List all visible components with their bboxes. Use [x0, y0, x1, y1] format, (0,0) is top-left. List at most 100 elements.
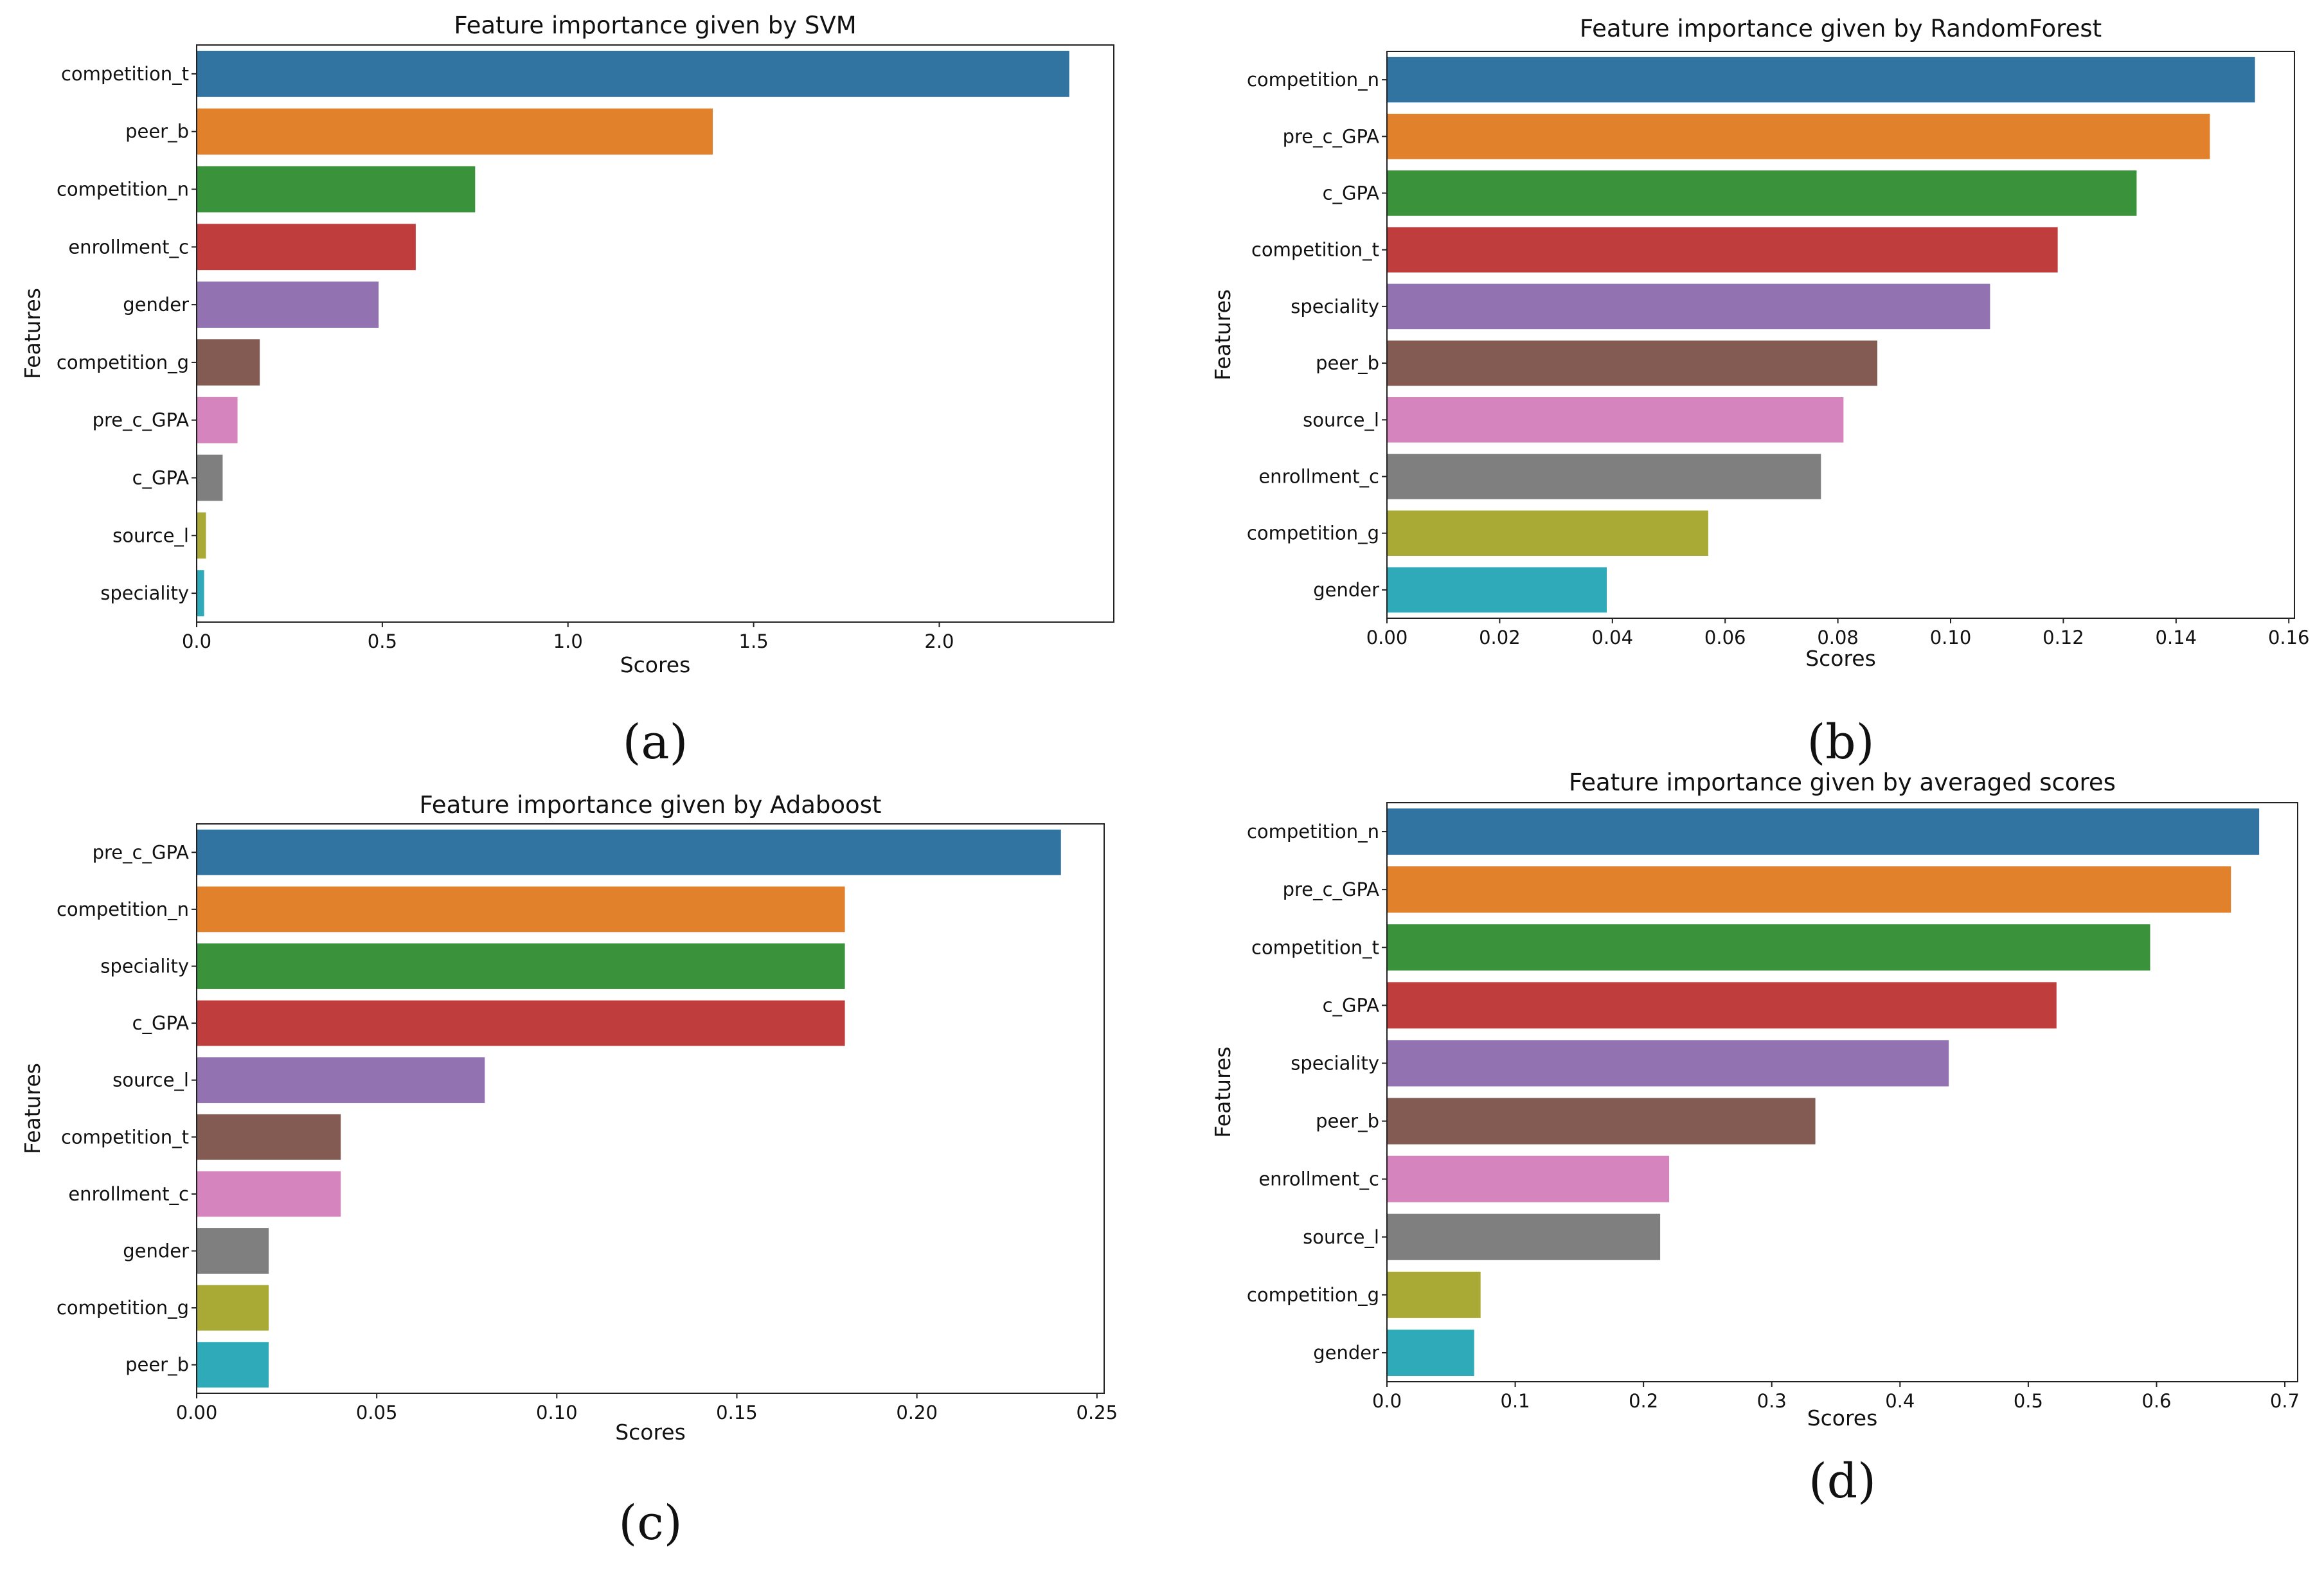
panel-caption: (c) [618, 1495, 682, 1551]
x-axis-label: Scores [1805, 646, 1876, 671]
x-axis-label: Scores [1807, 1405, 1878, 1431]
bar-b-c_GPA [1387, 170, 2137, 216]
bar-d-competition_g [1387, 1271, 1481, 1318]
y-tick-label-competition_n: competition_n [1247, 69, 1379, 91]
y-tick-label-competition_g: competition_g [57, 1297, 189, 1319]
x-tick-label: 0.0 [1372, 1390, 1402, 1412]
y-tick-label-competition_n: competition_n [57, 898, 189, 920]
bar-d-pre_c_GPA [1387, 866, 2231, 913]
y-tick-label-peer_b: peer_b [125, 121, 189, 143]
x-tick-label: 0.12 [2042, 627, 2084, 648]
chart-title: Feature importance given by RandomForest [1580, 15, 2102, 42]
y-tick-label-gender: gender [123, 1240, 189, 1262]
bar-d-enrollment_c [1387, 1155, 1670, 1202]
bar-b-competition_g [1387, 510, 1708, 556]
bar-a-enrollment_c [197, 224, 416, 271]
chart-panel-d: competition_n pre_c_GPA competition_t c_GPA… [1210, 769, 2300, 1509]
x-tick-label: 0.10 [536, 1402, 578, 1423]
plot-frame [1386, 802, 2298, 1382]
bar-b-pre_c_GPA [1387, 114, 2210, 159]
chart-title: Feature importance given by Adaboost [420, 791, 882, 819]
y-axis-label: Features [1210, 289, 1235, 380]
x-tick-label: 0.20 [896, 1402, 938, 1423]
x-tick-label: 0.14 [2156, 627, 2197, 648]
x-tick-label: 1.0 [553, 630, 583, 652]
bar-c-c_GPA [197, 1000, 845, 1046]
x-axis-label: Scores [620, 652, 691, 677]
panel-caption: (a) [623, 715, 688, 770]
y-tick-label-speciality: speciality [1291, 1052, 1379, 1074]
bar-a-c_GPA [197, 454, 223, 501]
chart-title: Feature importance given by averaged sco… [1569, 769, 2116, 796]
x-tick-label: 0.00 [176, 1402, 218, 1423]
y-tick-label-c_GPA: c_GPA [132, 1012, 190, 1034]
y-tick-label-competition_t: competition_t [1251, 936, 1379, 958]
y-tick-label-peer_b: peer_b [125, 1354, 189, 1376]
y-tick-label-c_GPA: c_GPA [1323, 994, 1380, 1016]
x-tick-label: 0.00 [1366, 627, 1408, 648]
y-tick-label-pre_c_GPA: pre_c_GPA [93, 841, 190, 863]
x-tick-label: 0.5 [368, 630, 397, 652]
y-tick-label-source_l: source_l [1303, 409, 1379, 431]
bar-c-competition_n [197, 886, 845, 932]
y-tick-label-speciality: speciality [1291, 296, 1379, 317]
y-tick-label-pre_c_GPA: pre_c_GPA [93, 409, 190, 431]
y-tick-label-enrollment_c: enrollment_c [68, 236, 189, 258]
y-tick-label-gender: gender [1313, 1342, 1379, 1364]
panel-caption: (d) [1809, 1454, 1876, 1509]
y-tick-label-c_GPA: c_GPA [1323, 183, 1380, 204]
y-tick-label-competition_g: competition_g [1247, 522, 1379, 544]
bar-d-c_GPA [1387, 982, 2057, 1029]
y-tick-label-gender: gender [1313, 579, 1379, 601]
x-axis-label: Scores [615, 1420, 686, 1445]
y-tick-label-competition_t: competition_t [61, 63, 189, 85]
bar-c-enrollment_c [197, 1171, 341, 1217]
bar-c-gender [197, 1228, 269, 1274]
x-tick-label: 0.5 [2014, 1390, 2043, 1412]
bar-c-competition_t [197, 1114, 341, 1160]
y-tick-label-pre_c_GPA: pre_c_GPA [1283, 879, 1380, 900]
x-tick-label: 0.10 [1930, 627, 1972, 648]
y-tick-label-competition_n: competition_n [57, 179, 189, 201]
bar-b-enrollment_c [1387, 454, 1821, 499]
x-tick-label: 0.02 [1479, 627, 1521, 648]
chart-title: Feature importance given by SVM [454, 12, 856, 39]
y-tick-label-enrollment_c: enrollment_c [1258, 1168, 1379, 1190]
x-tick-label: 0.1 [1501, 1390, 1530, 1412]
y-tick-label-peer_b: peer_b [1316, 352, 1379, 374]
bar-d-source_l [1387, 1213, 1661, 1260]
y-tick-label-peer_b: peer_b [1316, 1111, 1379, 1132]
y-tick-label-gender: gender [123, 294, 189, 316]
chart-panel-c: pre_c_GPA competition_n speciality c_GPAsou… [20, 791, 1118, 1551]
bar-a-competition_g [197, 339, 260, 386]
y-axis-label: Features [20, 1063, 45, 1154]
bar-b-source_l [1387, 397, 1844, 443]
bar-c-source_l [197, 1057, 485, 1103]
x-tick-label: 0.08 [1817, 627, 1859, 648]
plot-frame [196, 823, 1105, 1394]
y-tick-label-speciality: speciality [100, 582, 189, 604]
bar-b-gender [1387, 567, 1607, 613]
plot-frame [196, 44, 1114, 623]
x-tick-label: 0.25 [1077, 1402, 1118, 1423]
y-tick-label-competition_g: competition_g [1247, 1284, 1379, 1306]
x-tick-label: 0.2 [1629, 1390, 1658, 1412]
bar-d-peer_b [1387, 1098, 1816, 1145]
y-tick-label-enrollment_c: enrollment_c [1258, 466, 1379, 488]
x-tick-label: 0.15 [716, 1402, 758, 1423]
bar-c-speciality [197, 943, 845, 989]
bar-b-competition_t [1387, 227, 2058, 272]
x-tick-label: 2.0 [924, 630, 954, 652]
bar-b-competition_n [1387, 57, 2255, 103]
bar-a-competition_t [197, 50, 1069, 97]
x-tick-label: 0.6 [2141, 1390, 2171, 1412]
bar-a-peer_b [197, 108, 713, 155]
bar-a-speciality [197, 570, 204, 617]
x-tick-label: 0.05 [356, 1402, 398, 1423]
bar-d-speciality [1387, 1040, 1949, 1087]
bar-b-peer_b [1387, 340, 1878, 386]
x-tick-label: 0.16 [2268, 627, 2310, 648]
bar-c-pre_c_GPA [197, 829, 1061, 875]
bar-a-competition_n [197, 166, 476, 213]
